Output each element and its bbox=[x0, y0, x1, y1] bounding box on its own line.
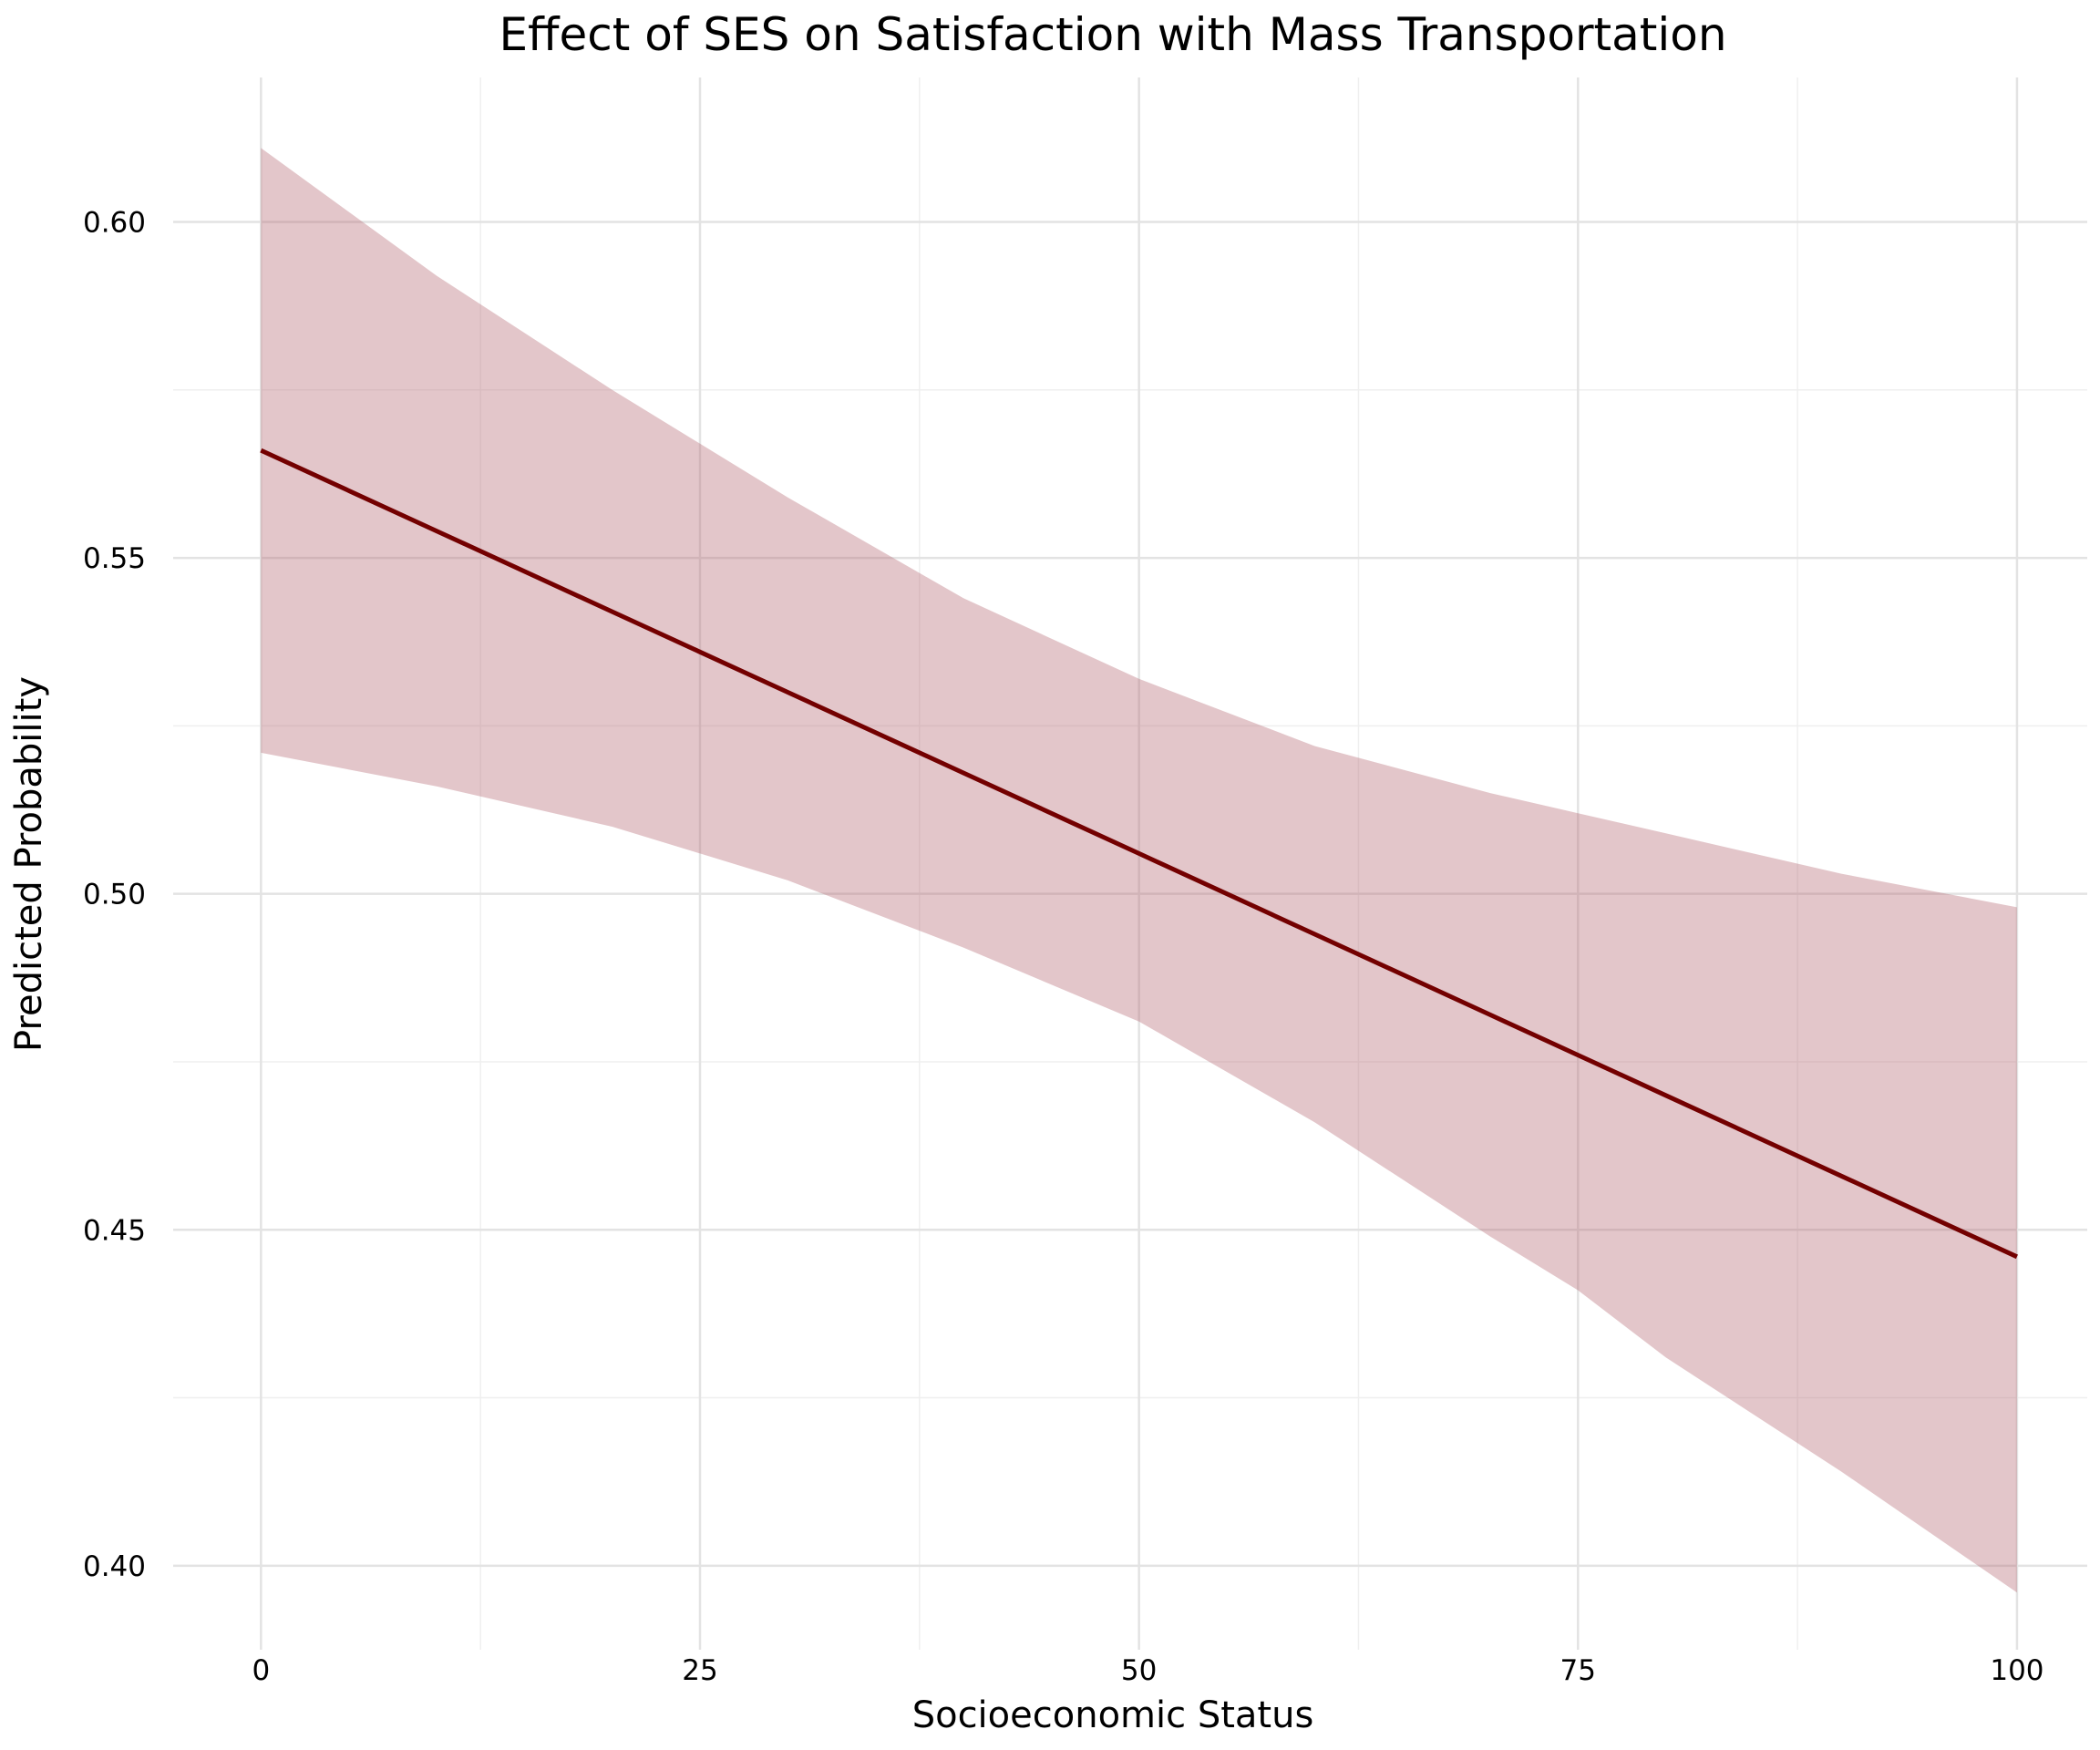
x-tick-label: 25 bbox=[682, 1654, 717, 1687]
x-tick-label: 50 bbox=[1121, 1654, 1157, 1687]
y-tick-label: 0.60 bbox=[83, 206, 146, 239]
x-tick-label: 100 bbox=[1990, 1654, 2043, 1687]
x-tick-label: 75 bbox=[1560, 1654, 1596, 1687]
predicted-probability-line bbox=[260, 448, 2018, 1260]
y-tick-label: 0.45 bbox=[83, 1214, 146, 1247]
x-axis-label: Socioeconomic Status bbox=[912, 1694, 1314, 1736]
minor-gridlines bbox=[173, 77, 2087, 1650]
y-tick-label: 0.40 bbox=[83, 1550, 146, 1583]
major-gridlines bbox=[173, 77, 2087, 1650]
y-tick-label: 0.50 bbox=[83, 879, 146, 911]
y-tick-label: 0.55 bbox=[83, 542, 146, 575]
y-tick-labels: 0.40 0.45 0.50 0.55 0.60 bbox=[83, 206, 146, 1582]
x-tick-labels: 0 25 50 75 100 bbox=[252, 1654, 2043, 1687]
x-tick-label: 0 bbox=[252, 1654, 270, 1687]
chart-title: Effect of SES on Satisfaction with Mass … bbox=[499, 8, 1726, 61]
confidence-ribbon bbox=[261, 148, 2017, 1593]
y-axis-label: Predicted Probability bbox=[8, 676, 50, 1052]
